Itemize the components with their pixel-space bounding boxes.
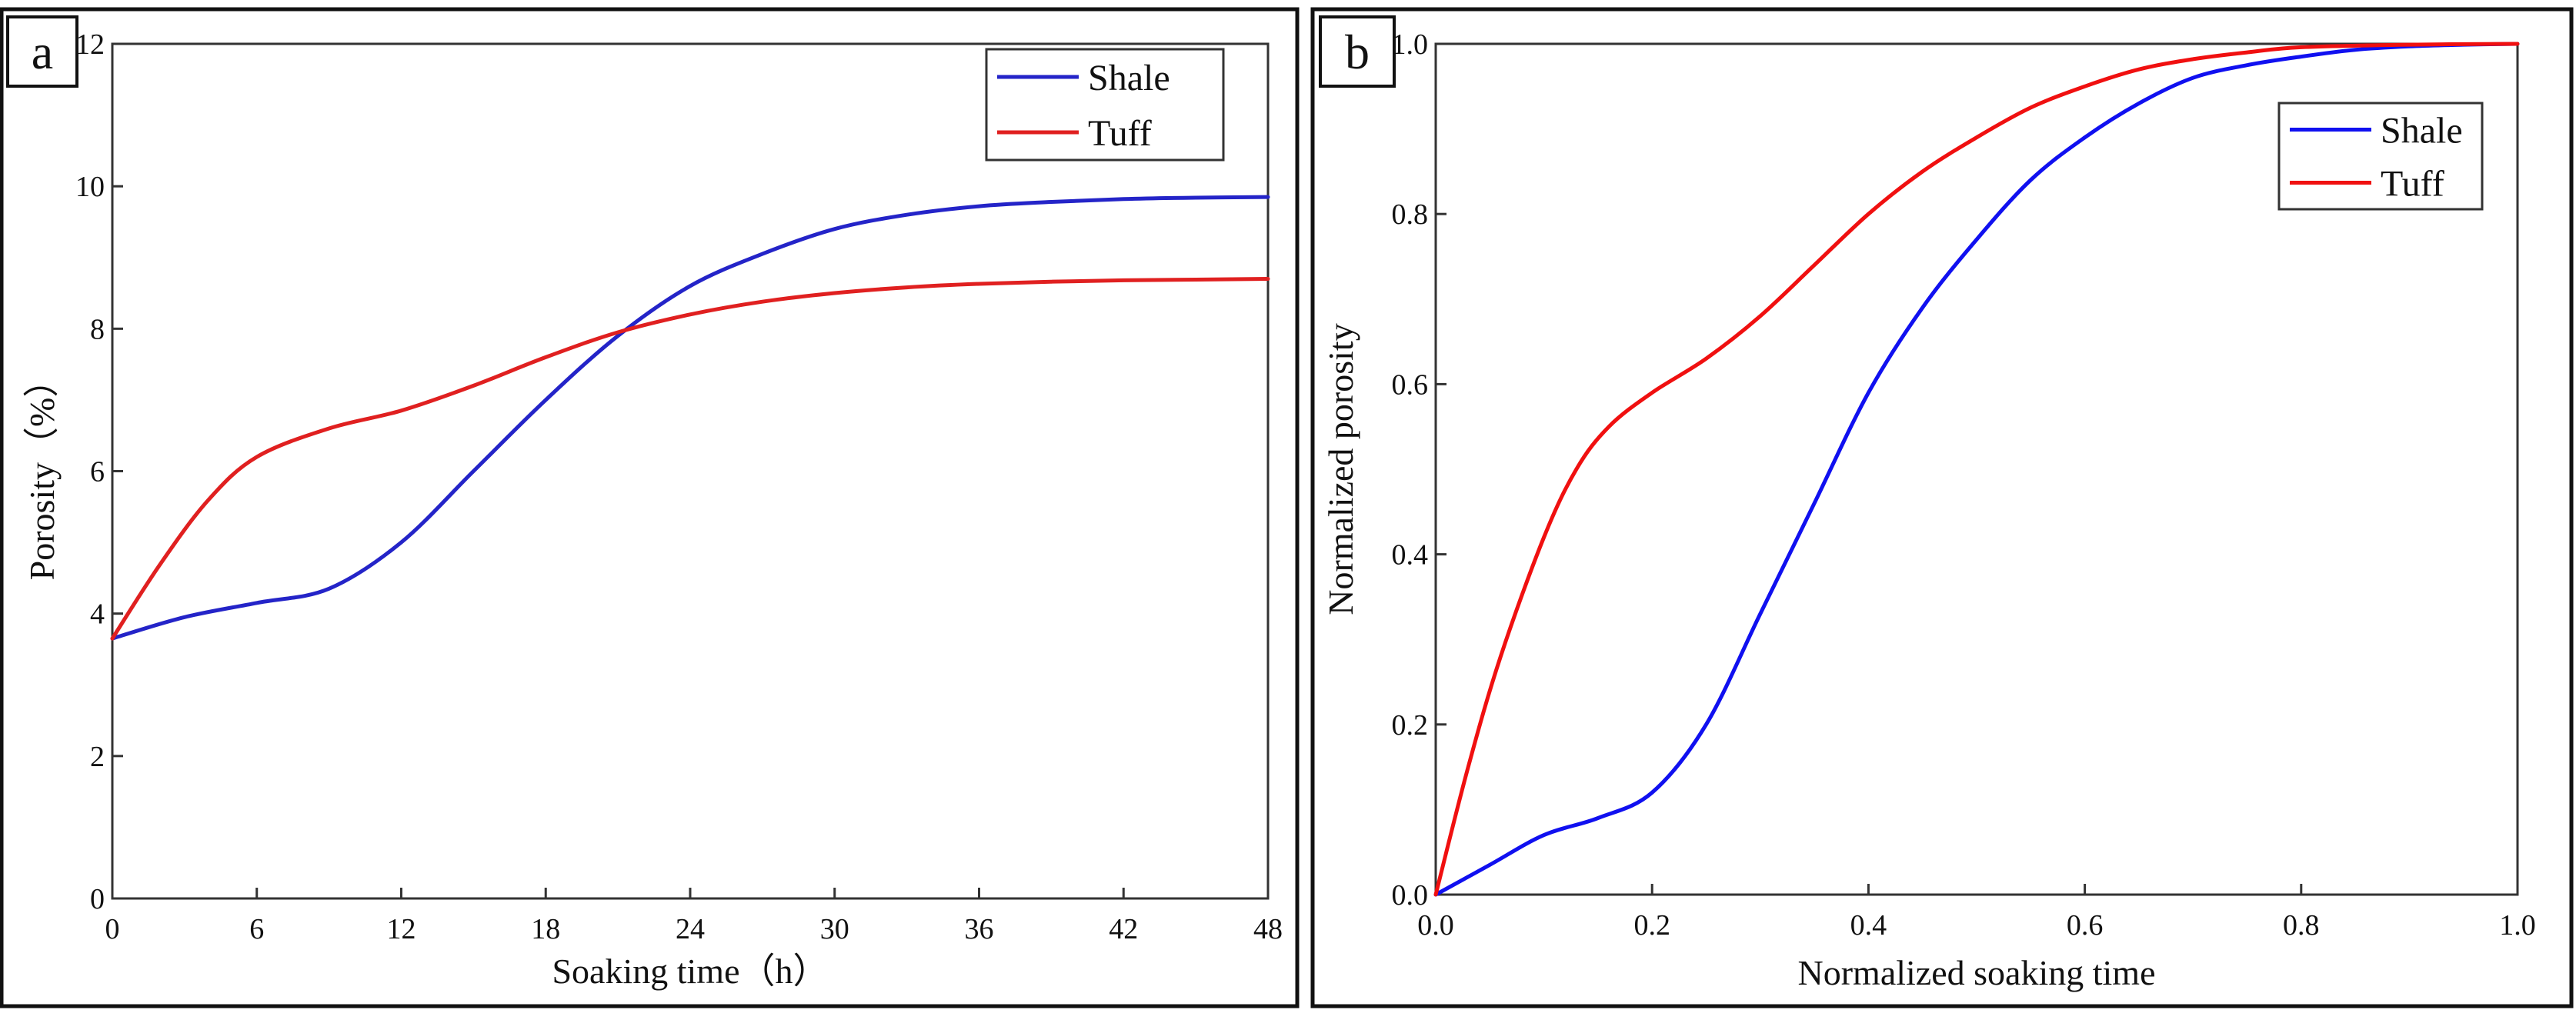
plot-area-frame	[111, 42, 1270, 900]
panel-label: b	[1345, 25, 1370, 79]
x-axis-title: Normalized soaking time	[1798, 953, 2156, 992]
y-tick-label: 0.6	[1392, 368, 1429, 401]
x-axis-title: Soaking time（h）	[552, 952, 828, 991]
y-tick-label: 0	[90, 883, 105, 915]
legend-label-tuff: Tuff	[2381, 164, 2444, 205]
y-tick-label: 8	[90, 313, 105, 345]
panel-label-box	[1319, 15, 1396, 88]
legend-label-shale: Shale	[2381, 111, 2463, 152]
x-tick-label: 6	[249, 913, 264, 945]
y-tick-label: 12	[75, 28, 105, 61]
x-tick-label: 36	[965, 913, 994, 945]
x-tick-label: 24	[676, 913, 705, 945]
y-tick-label: 4	[90, 598, 105, 631]
legend-label-tuff: Tuff	[1088, 113, 1152, 154]
panel-label-box	[6, 15, 78, 88]
series-line-tuff	[110, 277, 1270, 641]
x-tick-label: 0.4	[1850, 909, 1887, 942]
x-tick-label: 12	[387, 913, 416, 945]
y-tick-label: 1.0	[1392, 28, 1429, 61]
panel-frame	[1310, 7, 2574, 1008]
panel-frame	[0, 7, 1300, 1008]
legend-box	[985, 48, 1225, 162]
x-tick-label: 0	[105, 913, 120, 945]
y-axis-title: Porosity（%）	[22, 362, 62, 581]
legend: Shale Tuff	[985, 48, 1225, 162]
x-tick-label: 42	[1109, 913, 1138, 945]
y-axis-title: Normalized porosity	[1321, 323, 1360, 615]
x-tick-label: 30	[820, 913, 849, 945]
series-line-tuff	[1433, 42, 2520, 897]
x-tick-label: 0.0	[1417, 909, 1454, 942]
series-line-shale	[110, 195, 1270, 641]
y-tick-label: 10	[75, 171, 105, 203]
series-line-shale	[1433, 42, 2520, 897]
x-tick-label: 18	[531, 913, 560, 945]
x-tick-label: 0.8	[2283, 909, 2320, 942]
x-tick-label: 0.2	[1633, 909, 1670, 942]
x-tick-label: 1.0	[2499, 909, 2536, 942]
panel-label: a	[32, 25, 53, 79]
y-tick-label: 6	[90, 456, 105, 488]
plot-area-frame	[1434, 42, 2519, 896]
y-tick-label: 0.2	[1392, 709, 1429, 742]
x-tick-label: 0.6	[2067, 909, 2104, 942]
x-tick-label: 48	[1253, 913, 1283, 945]
y-tick-label: 0.8	[1392, 198, 1429, 231]
y-tick-label: 2	[90, 741, 105, 773]
y-tick-label: 0.4	[1392, 539, 1429, 572]
legend-box	[2277, 102, 2484, 211]
tick-labels: 0.0 0.2 0.4 0.6 0.8 1.0 0.0 0.2 0.4 0.6 0.8 1.0	[1392, 28, 2536, 942]
y-tick-label: 0.0	[1392, 879, 1429, 912]
legend-label-shale: Shale	[1088, 58, 1170, 98]
panel-b: 0.0 0.2 0.4 0.6 0.8 1.0 0.0 0.2 0.4 0.6 0.8 1.0 Norm…	[1310, 7, 2574, 1008]
legend: Shale Tuff	[2277, 102, 2484, 211]
